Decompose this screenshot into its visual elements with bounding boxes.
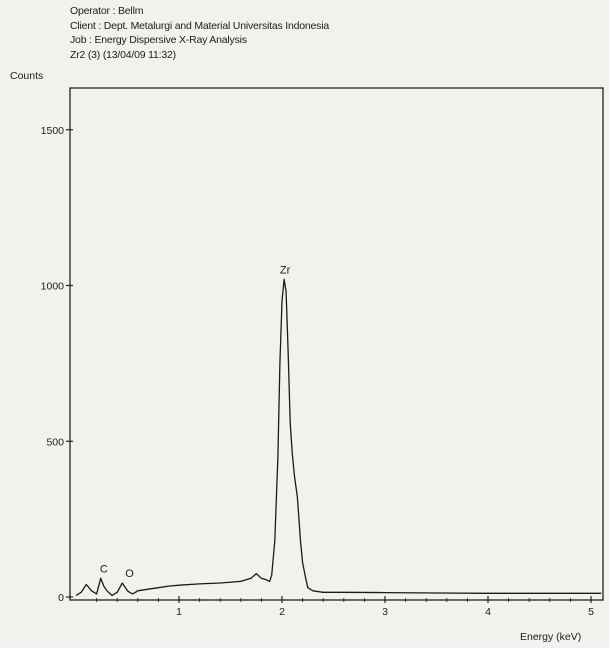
report-header: Operator : Bellm Client : Dept. Metalurg… <box>70 4 329 62</box>
peak-label: O <box>125 568 134 580</box>
series-layer <box>75 278 602 597</box>
x-tick-label: 2 <box>279 606 285 618</box>
x-tick-label: 1 <box>176 606 182 618</box>
sample-line: Zr2 (3) (13/04/09 11:32) <box>70 48 176 61</box>
y-tick-label: 1000 <box>41 281 65 293</box>
spectrum-line <box>75 278 602 597</box>
client-line: Client : Dept. Metalurgi and Material Un… <box>70 19 329 32</box>
x-tick-label: 5 <box>588 606 594 618</box>
x-tick-label: 4 <box>485 606 491 618</box>
x-axis: 1 2 3 4 5 <box>96 596 594 618</box>
x-axis-label: Energy (keV) <box>520 631 581 643</box>
y-tick-label: 500 <box>46 436 64 448</box>
y-tick-label: 0 <box>58 592 64 604</box>
y-axis: 0 500 1000 1500 <box>41 125 73 604</box>
peak-label: Zr <box>280 264 291 276</box>
y-tick-label: 1500 <box>41 125 65 137</box>
y-axis-label: Counts <box>10 70 43 82</box>
operator-line: Operator : Bellm <box>70 5 144 17</box>
job-line: Job : Energy Dispersive X-Ray Analysis <box>70 34 247 46</box>
plot-frame <box>69 87 604 601</box>
annotation-layer: C O Zr <box>100 264 291 580</box>
x-tick-label: 3 <box>382 606 388 618</box>
peak-label: C <box>100 563 108 575</box>
